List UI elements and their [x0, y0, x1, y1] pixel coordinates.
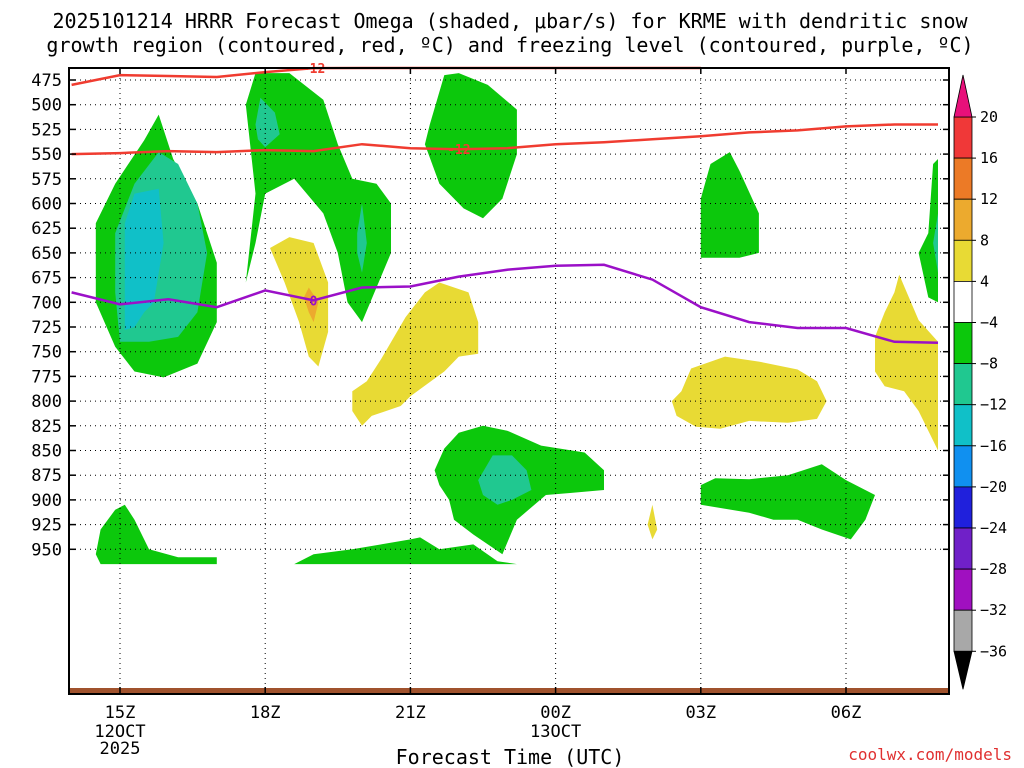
grid-lines	[70, 68, 949, 693]
omega-region	[255, 97, 280, 148]
colorbar-segment	[953, 198, 973, 241]
y-tick-label: 500	[31, 96, 62, 116]
y-tick-label: 925	[31, 516, 62, 536]
dgz-lower-line-label: -12	[447, 143, 470, 158]
colorbar-label: 20	[980, 108, 998, 126]
colorbar-segment	[953, 363, 973, 406]
y-tick-label: 900	[31, 491, 62, 511]
colorbar-label: 12	[980, 190, 998, 208]
omega-region	[95, 504, 217, 565]
colorbar-segment	[953, 609, 973, 652]
colorbar-label: −8	[980, 355, 998, 373]
x-tick-label: 06Z	[831, 703, 862, 723]
y-tick-label: 800	[31, 392, 62, 412]
y-tick-label: 950	[31, 540, 62, 560]
colorbar-label: −12	[980, 396, 1007, 414]
y-tick-label: 850	[31, 442, 62, 462]
y-tick-label: 475	[31, 71, 62, 91]
omega-region	[245, 73, 391, 323]
y-tick-label: 525	[31, 120, 62, 140]
colorbar-label: 8	[980, 231, 989, 249]
omega-region	[270, 237, 329, 367]
colorbar-segment	[953, 404, 973, 447]
y-tick-label: 725	[31, 318, 62, 338]
y-tick-label: 775	[31, 367, 62, 387]
colorbar-label: −24	[980, 519, 1007, 537]
dgz-lower-line	[71, 123, 938, 156]
x-tick-sublabel: 13OCT	[530, 722, 581, 742]
colorbar-segment	[953, 157, 973, 200]
omega-region	[303, 287, 319, 323]
colorbar: 20 16 12 8 4 −4 −8 −12 −16 −20 −24 −28 −32 −36	[953, 74, 1007, 690]
colorbar-segment	[953, 322, 973, 364]
y-tick-label: 625	[31, 219, 62, 239]
omega-region	[424, 73, 517, 219]
freezing-level-line-label: 0	[310, 294, 318, 309]
omega-region	[647, 504, 658, 540]
colorbar-label: 4	[980, 272, 989, 290]
colorbar-label: 16	[980, 149, 998, 167]
y-tick-label: 700	[31, 293, 62, 313]
colorbar-segment	[953, 527, 973, 570]
omega-region	[671, 356, 827, 429]
x-tick-label: 00Z	[540, 703, 571, 723]
x-axis-label: Forecast Time (UTC)	[396, 745, 625, 768]
y-tick-label: 575	[31, 170, 62, 190]
colorbar-segment	[953, 568, 973, 611]
colorbar-label: −16	[980, 437, 1007, 455]
y-axis: 475 500 525 550 575 600 625 650 675 700 725 750 775 8…	[31, 71, 949, 560]
colorbar-label: −4	[980, 314, 998, 332]
ground-strip	[70, 688, 949, 694]
credit-link[interactable]: coolwx.com/models	[848, 745, 1012, 764]
omega-region	[357, 203, 367, 273]
x-tick-label: 03Z	[685, 703, 716, 723]
x-tick-sublabel: 12OCT	[94, 722, 145, 742]
y-tick-label: 550	[31, 145, 62, 165]
omega-region	[933, 213, 938, 273]
x-tick-sublabel: 2025	[100, 739, 141, 759]
dgz-upper-line-label: -12	[302, 62, 325, 77]
x-tick-label: 18Z	[250, 703, 281, 723]
colorbar-label: −32	[980, 601, 1007, 619]
plot-frame	[68, 67, 950, 695]
freezing-level-line	[71, 263, 939, 345]
omega-region	[478, 455, 532, 505]
omega-region	[700, 464, 875, 540]
chart-title-line2: growth region (contoured, red, ºC) and f…	[46, 33, 973, 57]
y-tick-label: 600	[31, 195, 62, 215]
omega-region	[124, 188, 164, 330]
omega-region	[700, 152, 759, 258]
omega-region	[352, 282, 479, 426]
omega-region	[875, 274, 938, 451]
colorbar-segment	[953, 280, 973, 323]
chart-title-line1: 2025101214 HRRR Forecast Omega (shaded, …	[52, 9, 968, 33]
y-tick-label: 875	[31, 466, 62, 486]
colorbar-segment	[953, 445, 973, 488]
dgz-upper-line	[71, 66, 701, 87]
colorbar-segment	[953, 486, 973, 529]
y-tick-label: 650	[31, 244, 62, 264]
y-tick-label: 825	[31, 417, 62, 437]
colorbar-segment	[953, 116, 973, 159]
colorbar-label: −20	[980, 478, 1007, 496]
y-tick-label: 675	[31, 269, 62, 289]
omega-region	[918, 159, 938, 303]
y-tick-label: 750	[31, 343, 62, 363]
x-tick-label: 21Z	[395, 703, 426, 723]
colorbar-max-arrow	[953, 74, 973, 118]
colorbar-segment	[953, 239, 973, 282]
omega-region	[294, 537, 517, 565]
colorbar-label: −36	[980, 642, 1007, 660]
omega-shading-layer	[95, 73, 938, 565]
colorbar-label: −28	[980, 560, 1007, 578]
x-tick-label: 15Z	[105, 703, 136, 723]
colorbar-min-arrow	[953, 650, 973, 690]
